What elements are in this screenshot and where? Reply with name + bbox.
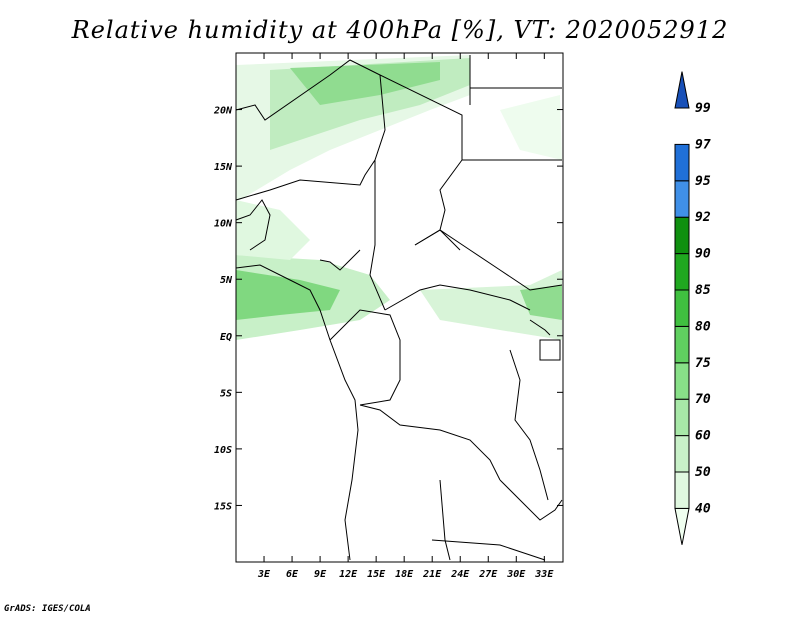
colorbar-label: 95 xyxy=(695,174,711,189)
x-tick-label: 24E xyxy=(450,569,470,580)
humidity-core-north xyxy=(290,62,440,105)
colorbar-label: 92 xyxy=(695,210,711,225)
x-tick-label: 33E xyxy=(534,569,554,580)
x-tick-label: 6E xyxy=(286,569,299,580)
colorbar: 40 50 60 70 75 80 85 90 92 95 97 99 xyxy=(674,71,711,545)
y-tick-label: 5S xyxy=(220,388,232,399)
humidity-shading xyxy=(236,55,562,340)
map-frame xyxy=(235,52,564,563)
y-tick-label: 10S xyxy=(214,445,232,456)
humidity-core-gulf xyxy=(236,270,340,320)
colorbar-label: 85 xyxy=(695,283,711,298)
x-tick-label: 3E xyxy=(257,569,271,580)
credit-label: GrADS: IGES/COLA xyxy=(4,604,91,614)
country-borders xyxy=(235,55,563,561)
colorbar-label: 90 xyxy=(695,247,711,262)
x-tick-label: 27E xyxy=(478,569,498,580)
colorbar-label: 99 xyxy=(695,101,711,116)
humidity-patch-ne xyxy=(500,95,562,160)
colorbar-label: 40 xyxy=(695,501,711,516)
colorbar-segment xyxy=(674,253,690,291)
x-axis-ticks: 3E 6E 9E 12E 15E 18E 21E 24E 27E 30E 33E xyxy=(257,53,554,580)
colorbar-segment xyxy=(674,71,690,109)
humidity-band-west xyxy=(236,200,310,260)
colorbar-segment xyxy=(674,435,690,473)
y-axis-ticks: 20N 15N 10N 5N EQ 5S 10S 15S xyxy=(213,106,563,512)
colorbar-label: 70 xyxy=(695,392,711,407)
colorbar-label: 80 xyxy=(695,319,711,334)
colorbar-label: 75 xyxy=(695,356,711,371)
colorbar-segment xyxy=(674,180,690,218)
chart-title: Relative humidity at 400hPa [%], VT: 202… xyxy=(71,16,729,44)
x-tick-label: 18E xyxy=(395,569,414,580)
colorbar-label: 97 xyxy=(695,137,711,152)
colorbar-label: 60 xyxy=(695,429,711,444)
y-tick-label: 5N xyxy=(220,275,233,286)
y-tick-label: 15N xyxy=(214,162,233,173)
x-tick-label: 30E xyxy=(506,569,526,580)
x-tick-label: 21E xyxy=(422,569,442,580)
humidity-core-east xyxy=(520,285,562,320)
y-tick-label: 10N xyxy=(214,219,233,230)
y-tick-label: 20N xyxy=(213,106,233,117)
colorbar-label: 50 xyxy=(695,465,711,480)
colorbar-segment xyxy=(674,289,690,327)
colorbar-segment xyxy=(674,216,690,255)
y-tick-label: EQ xyxy=(220,332,232,343)
colorbar-segment xyxy=(674,325,690,364)
x-tick-label: 9E xyxy=(314,569,327,580)
colorbar-segment xyxy=(674,143,690,182)
x-tick-label: 15E xyxy=(367,569,386,580)
colorbar-segment xyxy=(674,362,690,400)
colorbar-segment xyxy=(674,398,690,437)
y-tick-label: 15S xyxy=(214,501,232,512)
colorbar-segment xyxy=(674,471,690,509)
colorbar-segment xyxy=(674,507,690,545)
x-tick-label: 12E xyxy=(339,569,358,580)
